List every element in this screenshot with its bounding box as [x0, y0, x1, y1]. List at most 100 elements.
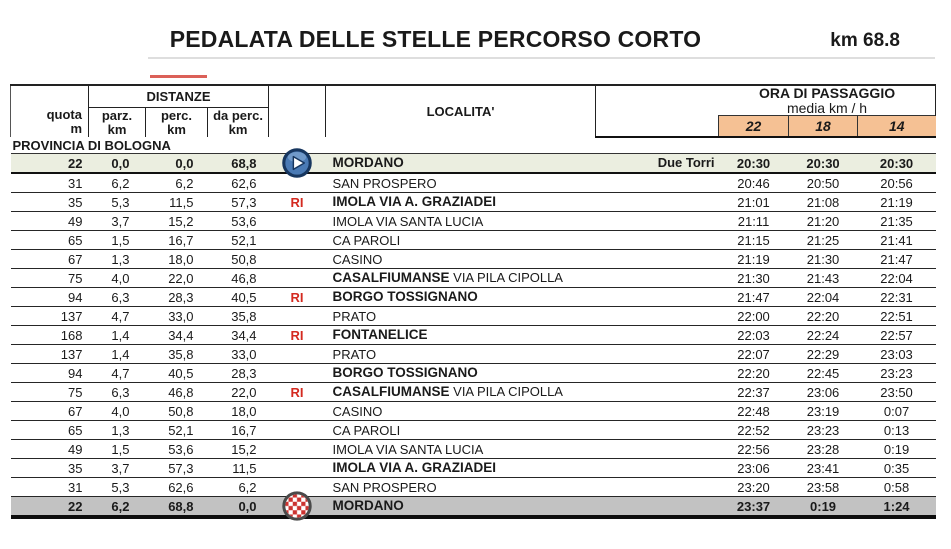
time-14-cell: 22:04 [857, 268, 936, 289]
locality-name: MORDANO [332, 155, 404, 171]
locality-name: CASALFIUMANSE [332, 384, 450, 400]
start-flag-icon [282, 147, 312, 178]
quota-cell: 49 [10, 211, 89, 232]
da-perc-cell: 11,5 [207, 458, 269, 479]
time-22-cell: 22:48 [718, 401, 789, 422]
time-14-cell: 20:56 [857, 173, 936, 194]
parz-cell: 6,3 [88, 382, 146, 403]
da-perc-cell: 16,7 [207, 420, 269, 441]
ri-cell [268, 211, 326, 232]
time-18-cell: 23:41 [788, 458, 858, 479]
ri-cell [268, 458, 326, 479]
icon-cell [268, 490, 326, 521]
time-14-cell: 20:30 [857, 153, 936, 175]
da-perc-cell: 53,6 [207, 211, 269, 232]
perc-cell: 28,3 [145, 287, 208, 308]
time-22-cell: 22:07 [718, 344, 789, 365]
table-row: 31 5,3 62,6 6,2 SAN PROSPERO 23:20 23:58 0:58 [10, 477, 936, 498]
time-18-cell: 23:28 [788, 439, 858, 460]
locality-name: SAN PROSPERO [332, 479, 437, 495]
da-perc-cell: 35,8 [207, 306, 269, 327]
perc-cell: 68,8 [145, 496, 208, 520]
time-18-cell: 21:08 [788, 192, 858, 213]
quota-cell: 67 [10, 401, 89, 422]
header-row-3: 22 18 14 [11, 115, 936, 139]
locality-cell: SAN PROSPERO [325, 477, 719, 498]
parz-cell: 1,5 [88, 439, 146, 460]
time-18-cell: 20:30 [788, 153, 858, 175]
time-14-cell: 23:03 [857, 344, 936, 365]
time-18-cell: 23:06 [788, 382, 858, 403]
ri-cell: RI [268, 192, 326, 213]
parz-cell: 6,2 [88, 496, 146, 520]
parz-cell: 4,7 [88, 306, 146, 327]
locality-note: Due Torri [657, 155, 715, 171]
time-14-cell: 0:58 [857, 477, 936, 498]
quota-column-header: quota m [10, 83, 89, 138]
time-18-cell: 22:45 [788, 363, 858, 384]
perc-cell: 11,5 [145, 192, 208, 213]
quota-cell: 94 [10, 287, 89, 308]
time-14-cell: 21:19 [857, 192, 936, 213]
ri-column-header [268, 83, 327, 138]
time-14-cell: 21:41 [857, 230, 936, 251]
locality-name: CASINO [332, 251, 383, 267]
time-22-cell: 22:52 [718, 420, 789, 441]
perc-cell: 53,6 [145, 439, 208, 460]
icon-cell [268, 147, 326, 178]
locality-name: CASALFIUMANSE [332, 270, 450, 286]
localita-column-header: LOCALITA' [325, 83, 597, 138]
parz-cell: 6,2 [88, 173, 146, 194]
time-22-cell: 22:20 [718, 363, 789, 384]
table-row: 65 1,5 16,7 52,1 CA PAROLI 21:15 21:25 21:41 [10, 230, 936, 251]
parz-cell: 1,3 [88, 249, 146, 270]
locality-cell: IMOLA VIA A. GRAZIADEI [325, 458, 719, 479]
time-22-cell: 23:37 [718, 496, 789, 520]
perc-cell: 57,3 [145, 458, 208, 479]
quota-cell: 35 [10, 192, 89, 213]
parz-cell: 6,3 [88, 287, 146, 308]
time-14-cell: 23:50 [857, 382, 936, 403]
locality-name: FONTANELICE [332, 327, 428, 343]
route-rows: 22 0,0 0,0 68,8 Due Torri MORDANO 20:30 20:30 20… [10, 147, 936, 521]
title-underline [148, 57, 935, 59]
locality-cell: FONTANELICE [325, 325, 719, 346]
perc-cell: 6,2 [145, 173, 208, 194]
time-22-cell: 21:47 [718, 287, 789, 308]
quota-cell: 168 [10, 325, 89, 346]
time-14-cell: 0:07 [857, 401, 936, 422]
perc-cell: 46,8 [145, 382, 208, 403]
quota-cell: 137 [10, 344, 89, 365]
province-section-row: PROVINCIA DI BOLOGNA [10, 137, 936, 155]
table-row: 49 1,5 53,6 15,2 IMOLA VIA SANTA LUCIA 22:56 2… [10, 439, 936, 460]
time-18-cell: 20:50 [788, 173, 858, 194]
da-perc-cell: 18,0 [207, 401, 269, 422]
parz-cell: 3,7 [88, 458, 146, 479]
ri-cell [268, 249, 326, 270]
time-18-cell: 21:25 [788, 230, 858, 251]
table-row: 35 3,7 57,3 11,5 IMOLA VIA A. GRAZIADEI 23:06… [10, 458, 936, 479]
da-perc-cell: 50,8 [207, 249, 269, 270]
time-14-cell: 22:31 [857, 287, 936, 308]
perc-cell: 22,0 [145, 268, 208, 289]
perc-cell: 40,5 [145, 363, 208, 384]
locality-cell: CASALFIUMANSE VIA PILA CIPOLLA [325, 268, 719, 289]
time-22-cell: 21:15 [718, 230, 789, 251]
time-14-cell: 21:47 [857, 249, 936, 270]
route-table: quota m DISTANZE LOCALITA' ORA DI PASSAG… [10, 83, 937, 521]
perc-cell: 35,8 [145, 344, 208, 365]
ri-cell [268, 173, 326, 194]
ri-cell: RI [268, 325, 326, 346]
table-row: 67 4,0 50,8 18,0 CASINO 22:48 23:19 0:07 [10, 401, 936, 422]
ora-label: ORA DI PASSAGGIO [758, 85, 896, 101]
time-18-cell: 0:19 [788, 496, 858, 520]
time-18-cell: 21:20 [788, 211, 858, 232]
total-distance: km 68.8 [830, 30, 900, 51]
time-18-cell: 22:29 [788, 344, 858, 365]
quota-cell: 75 [10, 382, 89, 403]
locality-name: SAN PROSPERO [332, 175, 437, 191]
time-22-cell: 22:03 [718, 325, 789, 346]
quota-cell: 31 [10, 477, 89, 498]
da-perc-cell: 6,2 [207, 477, 269, 498]
